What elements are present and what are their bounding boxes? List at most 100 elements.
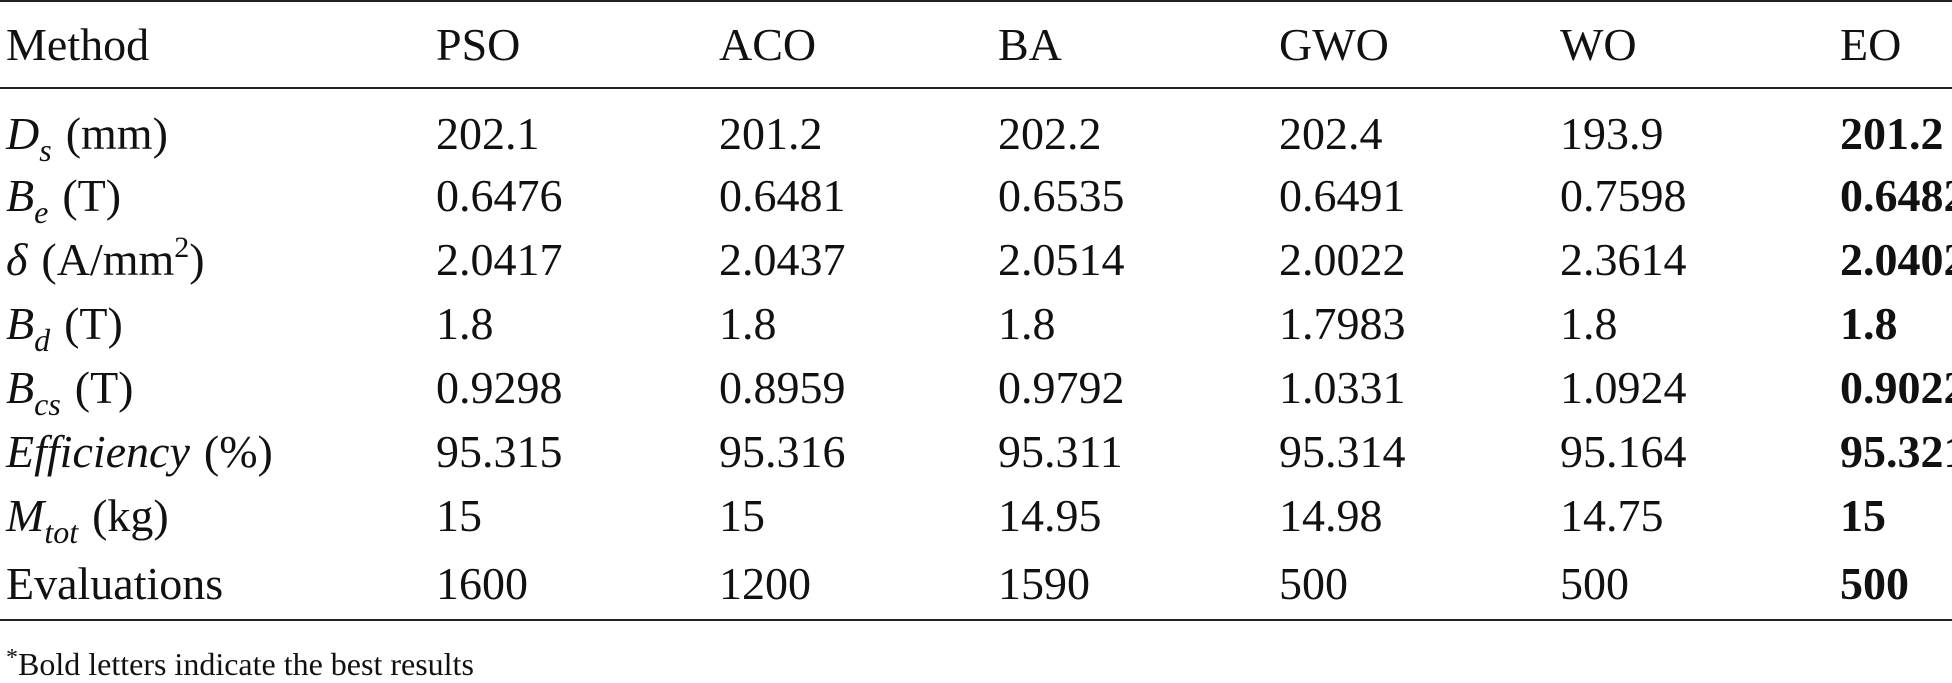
row-unit: (T) bbox=[64, 298, 123, 349]
cell-eo-best: 500 bbox=[1834, 548, 1952, 621]
row-symbol: M bbox=[6, 490, 45, 541]
table-row: Evaluations 1600 1200 1590 500 500 500 bbox=[0, 548, 1952, 621]
cell-pso: 95.315 bbox=[436, 426, 563, 477]
cell-wo: 1.0924 bbox=[1560, 362, 1687, 413]
row-unit: (A/mm bbox=[41, 234, 175, 285]
cell-gwo: 202.4 bbox=[1279, 107, 1383, 159]
table-row: Ds (mm) 202.1 201.2 202.2 202.4 193.9 201… bbox=[0, 88, 1952, 166]
footnote-text: Bold letters indicate the best results bbox=[18, 646, 474, 682]
cell-gwo: 2.0022 bbox=[1279, 234, 1406, 285]
row-subscript: cs bbox=[34, 386, 61, 422]
table-row: Bcs (T) 0.9298 0.8959 0.9792 1.0331 1.092… bbox=[0, 356, 1952, 422]
cell-pso: 202.1 bbox=[436, 107, 540, 159]
cell-aco: 1200 bbox=[713, 548, 992, 621]
cell-gwo: 14.98 bbox=[1279, 490, 1383, 541]
row-symbol: D bbox=[6, 107, 40, 159]
row-unit: (kg) bbox=[92, 490, 169, 541]
cell-wo: 500 bbox=[1554, 548, 1834, 621]
table-row: Mtot (kg) 15 15 14.95 14.98 14.75 15 bbox=[0, 484, 1952, 550]
row-unit: (T) bbox=[62, 170, 122, 221]
results-table-container: Method PSO ACO BA GWO WO EO Ds (mm) 202.1… bbox=[0, 0, 1952, 621]
row-subscript: s bbox=[39, 131, 52, 168]
cell-gwo: 1.0331 bbox=[1279, 362, 1406, 413]
cell-ba: 14.95 bbox=[998, 490, 1102, 541]
cell-eo-best: 0.9022 bbox=[1840, 362, 1952, 413]
cell-eo-best: 1.8 bbox=[1840, 298, 1898, 349]
cell-aco: 15 bbox=[719, 490, 765, 541]
cell-ba: 1.8 bbox=[998, 298, 1056, 349]
row-label: Bcs (T) bbox=[0, 356, 430, 422]
cell-wo: 2.3614 bbox=[1560, 234, 1687, 285]
table-body: Ds (mm) 202.1 201.2 202.2 202.4 193.9 201… bbox=[0, 88, 1952, 621]
row-symbol: B bbox=[6, 298, 35, 349]
cell-gwo: 0.6491 bbox=[1279, 170, 1406, 221]
row-symbol: Efficiency bbox=[6, 426, 190, 477]
header-eo: EO bbox=[1834, 0, 1952, 89]
table-row: Be (T) 0.6476 0.6481 0.6535 0.6491 0.7598… bbox=[0, 164, 1952, 230]
results-table: Method PSO ACO BA GWO WO EO Ds (mm) 202.1… bbox=[0, 0, 1952, 621]
header-gwo: GWO bbox=[1273, 0, 1554, 89]
row-symbol: B bbox=[6, 170, 35, 221]
row-label: Efficiency (%) bbox=[0, 420, 430, 484]
header-method: Method bbox=[0, 0, 430, 89]
cell-pso: 0.6476 bbox=[436, 170, 563, 221]
cell-ba: 202.2 bbox=[998, 107, 1102, 159]
cell-ba: 0.6535 bbox=[998, 170, 1125, 221]
cell-eo-best: 2.0402 bbox=[1840, 234, 1952, 285]
cell-eo-best: 95.321 bbox=[1840, 426, 1952, 477]
row-label: Bd (T) bbox=[0, 292, 430, 358]
cell-pso: 2.0417 bbox=[436, 234, 563, 285]
row-label: Evaluations bbox=[0, 548, 430, 621]
cell-aco: 0.6481 bbox=[719, 170, 846, 221]
cell-eo-best: 201.2 bbox=[1840, 107, 1944, 159]
cell-wo: 0.7598 bbox=[1560, 170, 1687, 221]
cell-ba: 0.9792 bbox=[998, 362, 1125, 413]
row-unit-close: ) bbox=[189, 234, 205, 285]
table-header: Method PSO ACO BA GWO WO EO bbox=[0, 0, 1952, 89]
table-row: δ (A/mm2) 2.0417 2.0437 2.0514 2.0022 2.3… bbox=[0, 228, 1952, 292]
row-label: Be (T) bbox=[0, 164, 430, 230]
row-unit: (T) bbox=[74, 362, 134, 413]
cell-pso: 15 bbox=[436, 490, 482, 541]
table-footnote: *Bold letters indicate the best results bbox=[6, 645, 474, 682]
row-symbol: δ bbox=[6, 234, 28, 285]
cell-aco: 95.316 bbox=[719, 426, 846, 477]
row-symbol: B bbox=[6, 362, 35, 413]
cell-ba: 95.311 bbox=[998, 426, 1123, 477]
header-pso: PSO bbox=[430, 0, 713, 89]
header-ba: BA bbox=[992, 0, 1273, 89]
header-row: Method PSO ACO BA GWO WO EO bbox=[0, 0, 1952, 89]
row-label: Ds (mm) bbox=[0, 88, 430, 166]
row-label: δ (A/mm2) bbox=[0, 228, 430, 292]
cell-eo-best: 15 bbox=[1840, 490, 1886, 541]
table-row: Efficiency (%) 95.315 95.316 95.311 95.31… bbox=[0, 420, 1952, 484]
cell-wo: 1.8 bbox=[1560, 298, 1618, 349]
header-wo: WO bbox=[1554, 0, 1834, 89]
row-unit: (%) bbox=[203, 426, 273, 477]
cell-pso: 1.8 bbox=[436, 298, 494, 349]
cell-aco: 1.8 bbox=[719, 298, 777, 349]
row-unit: (mm) bbox=[65, 107, 168, 159]
cell-pso: 0.9298 bbox=[436, 362, 563, 413]
cell-wo: 14.75 bbox=[1560, 490, 1664, 541]
cell-ba: 1590 bbox=[992, 548, 1273, 621]
row-unit-superscript: 2 bbox=[174, 231, 190, 264]
cell-aco: 2.0437 bbox=[719, 234, 846, 285]
cell-gwo: 95.314 bbox=[1279, 426, 1406, 477]
cell-eo-best: 0.6482 bbox=[1840, 170, 1952, 221]
row-subscript: e bbox=[34, 194, 49, 230]
cell-pso: 1600 bbox=[430, 548, 713, 621]
cell-ba: 2.0514 bbox=[998, 234, 1125, 285]
cell-gwo: 1.7983 bbox=[1279, 298, 1406, 349]
header-aco: ACO bbox=[713, 0, 992, 89]
table-row: Bd (T) 1.8 1.8 1.8 1.7983 1.8 1.8 bbox=[0, 292, 1952, 358]
cell-wo: 95.164 bbox=[1560, 426, 1687, 477]
cell-gwo: 500 bbox=[1273, 548, 1554, 621]
cell-aco: 0.8959 bbox=[719, 362, 846, 413]
cell-aco: 201.2 bbox=[719, 107, 823, 159]
footnote-marker: * bbox=[6, 645, 18, 671]
row-subscript: d bbox=[34, 322, 51, 358]
row-subscript: tot bbox=[44, 514, 79, 550]
cell-wo: 193.9 bbox=[1560, 107, 1664, 159]
row-label: Mtot (kg) bbox=[0, 484, 430, 550]
